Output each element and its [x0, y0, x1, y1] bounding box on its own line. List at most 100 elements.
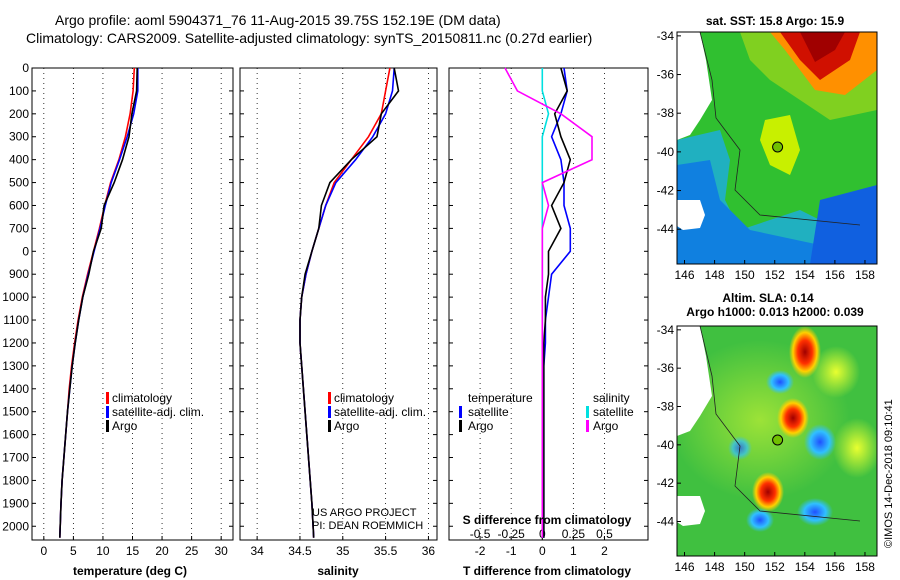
depth-tick-label: 1200 [2, 336, 29, 350]
difference-series-salinity-argo [504, 67, 593, 538]
depth-tick-label: 400 [9, 153, 29, 167]
legend-swatch-s-satellite [586, 406, 589, 418]
difference-xtick-label: -1 [506, 544, 517, 558]
sst-lon-label: 156 [825, 268, 845, 282]
sla-lon-label: 156 [825, 560, 845, 574]
sla-land-mask [677, 326, 712, 436]
sst-lon-label: 148 [705, 268, 725, 282]
imos-stamp: ©IMOS 14-Dec-2018 09:10:41 [883, 399, 895, 548]
tasmania-land-mask [677, 200, 705, 230]
legend-swatch-argo [106, 420, 109, 432]
sla-map-axes: 146 148 150 152 154 156 158 -34 -36 -38 -40 -42 -44 [657, 323, 876, 574]
temperature-series-argo [59, 67, 138, 538]
depth-tick-label: 500 [9, 176, 29, 190]
difference-series-temperature-satellite [542, 67, 572, 538]
legend-swatch-satellite [328, 406, 331, 418]
legend-swatch-argo [328, 420, 331, 432]
legend-title-salinity: salinity [593, 391, 630, 405]
sla-lat-label: -42 [657, 476, 675, 490]
salinity-xtick-label: 35.5 [374, 544, 398, 558]
legend-label: satellite-adj. clim. [112, 405, 204, 419]
sla-map: Altim. SLA: 0.14 Argo h1000: 0.013 h2000… [657, 291, 878, 574]
depth-tick-label: 200 [9, 107, 29, 121]
header-line1: Argo profile: aoml 5904371_76 11-Aug-201… [55, 12, 501, 28]
sla-lon-label: 158 [855, 560, 875, 574]
difference-xlabel-salinity: S difference from climatology [463, 513, 632, 527]
legend-label: climatology [112, 391, 172, 405]
depth-tick-label: 2000 [2, 519, 29, 533]
sla-lat-label: -40 [657, 438, 675, 452]
legend-title-temperature: temperature [468, 391, 533, 405]
temperature-panel: 0100200300400500600700090010001100120013… [2, 61, 234, 558]
salinity-diff-tick-label: -0.25 [498, 527, 526, 541]
sla-lon-label: 154 [795, 560, 815, 574]
legend-swatch-satellite [106, 406, 109, 418]
temperature-legend: climatology satellite-adj. clim. Argo [106, 391, 204, 433]
depth-tick-label: 900 [9, 267, 29, 281]
depth-tick-label: 1600 [2, 428, 29, 442]
salinity-diff-tick-label: -0.5 [470, 527, 491, 541]
sla-lat-label: -44 [657, 515, 675, 529]
depth-tick-label: 300 [9, 130, 29, 144]
salinity-legend: climatology satellite-adj. clim. Argo US… [312, 391, 426, 532]
legend-label: Argo [334, 419, 360, 433]
temperature-xtick-label: 5 [70, 544, 77, 558]
sst-lat-label: -34 [657, 29, 675, 43]
sst-lat-label: -40 [657, 145, 675, 159]
difference-xtick-label: -2 [475, 544, 486, 558]
sst-map-axes: 146 148 150 152 154 156 158 -34 -36 -38 -40 -42 -44 [657, 29, 876, 282]
temperature-series-satellite-adj-clim- [59, 68, 139, 538]
temperature-xtick-label: 15 [126, 544, 140, 558]
difference-xtick-label: 0 [539, 544, 546, 558]
temperature-series-climatology [59, 67, 136, 538]
depth-tick-label: 0 [22, 61, 29, 75]
difference-xtick-label: 2 [601, 544, 608, 558]
depth-tick-label: 1000 [2, 290, 29, 304]
sla-map-title: Altim. SLA: 0.14 [722, 291, 814, 305]
temperature-xtick-label: 10 [96, 544, 110, 558]
temperature-xtick-label: 20 [155, 544, 169, 558]
sst-profile-marker [772, 141, 784, 153]
sla-lat-label: -38 [657, 400, 675, 414]
salinity-xtick-label: 36 [422, 544, 436, 558]
salinity-panel: 34 34.5 35 35.5 36 [239, 67, 438, 558]
sst-lon-label: 158 [855, 268, 875, 282]
sst-lat-label: -38 [657, 106, 675, 120]
legend-swatch-s-argo [586, 420, 589, 432]
temperature-xtick-label: 0 [40, 544, 47, 558]
depth-tick-label: 1500 [2, 405, 29, 419]
legend-swatch-climatology [106, 392, 109, 404]
legend-label: satellite [593, 405, 634, 419]
temperature-xtick-label: 30 [214, 544, 228, 558]
depth-tick-label: 1400 [2, 382, 29, 396]
legend-label: Argo [112, 419, 138, 433]
header-line2: Climatology: CARS2009. Satellite-adjuste… [26, 30, 592, 46]
depth-tick-label: 1900 [2, 496, 29, 510]
sla-lon-label: 148 [705, 560, 725, 574]
sst-lon-label: 154 [795, 268, 815, 282]
project-credit: US ARGO PROJECT [312, 507, 417, 519]
legend-label: Argo [468, 419, 494, 433]
legend-label: satellite [468, 405, 509, 419]
legend-swatch-t-satellite [459, 406, 462, 418]
salinity-series-argo [299, 67, 400, 538]
sla-lon-label: 146 [675, 560, 695, 574]
difference-frame [448, 67, 649, 541]
legend-label: satellite-adj. clim. [334, 405, 426, 419]
legend-label: Argo [593, 419, 619, 433]
sla-profile-marker [772, 434, 784, 446]
sla-lat-label: -36 [657, 361, 675, 375]
legend-swatch-climatology [328, 392, 331, 404]
sst-lon-label: 150 [735, 268, 755, 282]
salinity-diff-tick-label: 0.25 [562, 527, 586, 541]
salinity-xtick-label: 34 [250, 544, 264, 558]
salinity-series-climatology [299, 67, 391, 538]
depth-tick-label: 1800 [2, 473, 29, 487]
difference-panel: -2 -1 0 1 2-0.5 -0.25 0 0.25 0.5 [448, 67, 649, 558]
depth-tick-label: 600 [9, 198, 29, 212]
sst-lon-label: 146 [675, 268, 695, 282]
depth-tick-label: 100 [9, 84, 29, 98]
sla-map-frame [676, 325, 878, 557]
sla-lat-label: -34 [657, 323, 675, 337]
sst-lat-label: -36 [657, 68, 675, 82]
